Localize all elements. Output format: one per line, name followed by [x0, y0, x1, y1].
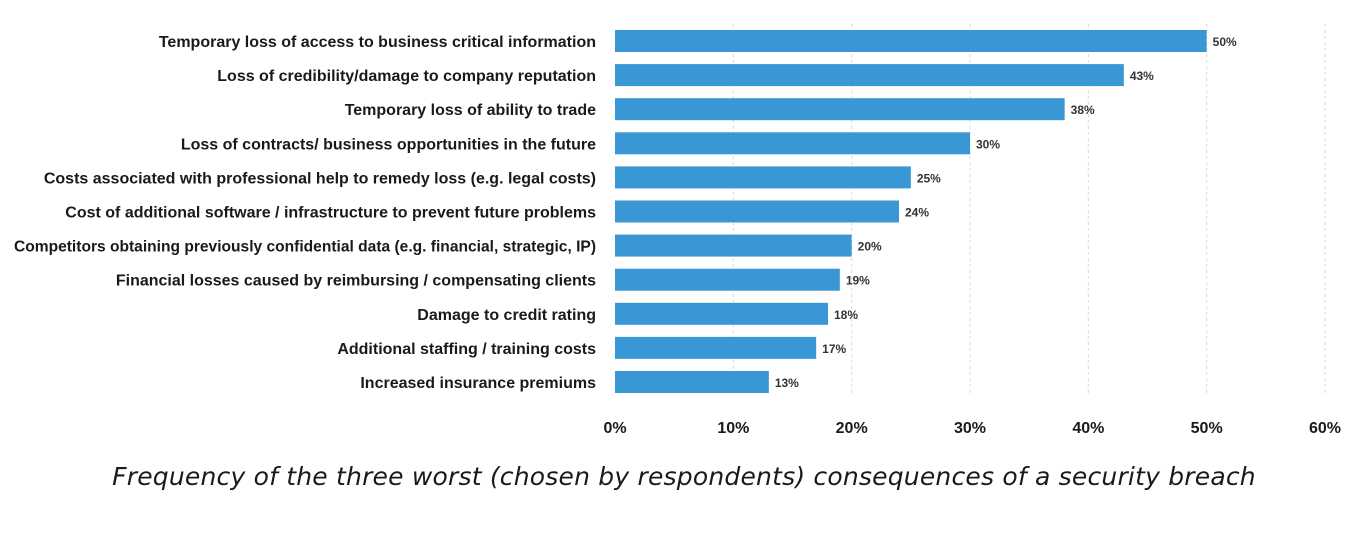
- value-label: 20%: [858, 240, 882, 254]
- value-label: 25%: [917, 171, 941, 185]
- bar: [615, 371, 769, 393]
- x-tick-label: 30%: [954, 420, 986, 437]
- category-label: Increased insurance premiums: [360, 375, 596, 392]
- bar: [615, 132, 970, 155]
- x-tick-label: 40%: [1072, 420, 1104, 437]
- value-labels: 50% 43% 38% 30% 25% 24% 20% 19% 18% 17% 13%: [775, 35, 1237, 390]
- category-label: Loss of contracts/ business opportunitie…: [181, 136, 596, 153]
- category-label: Financial losses caused by reimbursing /…: [116, 273, 596, 290]
- bar: [615, 336, 817, 359]
- category-label: Temporary loss of ability to trade: [345, 102, 596, 119]
- value-label: 19%: [846, 274, 870, 288]
- bar: [615, 30, 1207, 52]
- value-label: 13%: [775, 376, 799, 390]
- category-label: Competitors obtaining previously confide…: [14, 239, 596, 256]
- value-label: 18%: [834, 308, 858, 322]
- value-label: 17%: [822, 342, 846, 356]
- x-tick-label: 10%: [717, 420, 749, 437]
- bars: [615, 30, 1207, 393]
- bar: [615, 268, 840, 291]
- category-labels: Temporary loss of access to business cri…: [14, 34, 596, 392]
- x-axis-tick-labels: 0% 10% 20% 30% 40% 50% 60%: [603, 420, 1341, 437]
- x-tick-label: 60%: [1309, 420, 1341, 437]
- bar: [615, 98, 1065, 121]
- value-label: 38%: [1071, 103, 1095, 117]
- category-label: Loss of credibility/damage to company re…: [217, 68, 596, 85]
- category-label: Temporary loss of access to business cri…: [159, 34, 596, 51]
- category-label: Costs associated with professional help …: [44, 170, 596, 187]
- value-label: 50%: [1213, 35, 1237, 49]
- x-tick-label: 20%: [836, 420, 868, 437]
- category-label: Additional staffing / training costs: [337, 341, 596, 358]
- category-label: Cost of additional software / infrastruc…: [65, 205, 596, 222]
- bar: [615, 64, 1124, 87]
- bar: [615, 200, 899, 223]
- x-tick-label: 0%: [603, 420, 626, 437]
- bar: [615, 166, 911, 189]
- value-label: 30%: [976, 137, 1000, 151]
- value-label: 24%: [905, 206, 929, 220]
- x-tick-label: 50%: [1191, 420, 1223, 437]
- bar: [615, 234, 852, 257]
- chart-caption: Frequency of the three worst (chosen by …: [112, 462, 1256, 491]
- bar: [615, 302, 828, 325]
- category-label: Damage to credit rating: [417, 307, 596, 324]
- value-label: 43%: [1130, 69, 1154, 83]
